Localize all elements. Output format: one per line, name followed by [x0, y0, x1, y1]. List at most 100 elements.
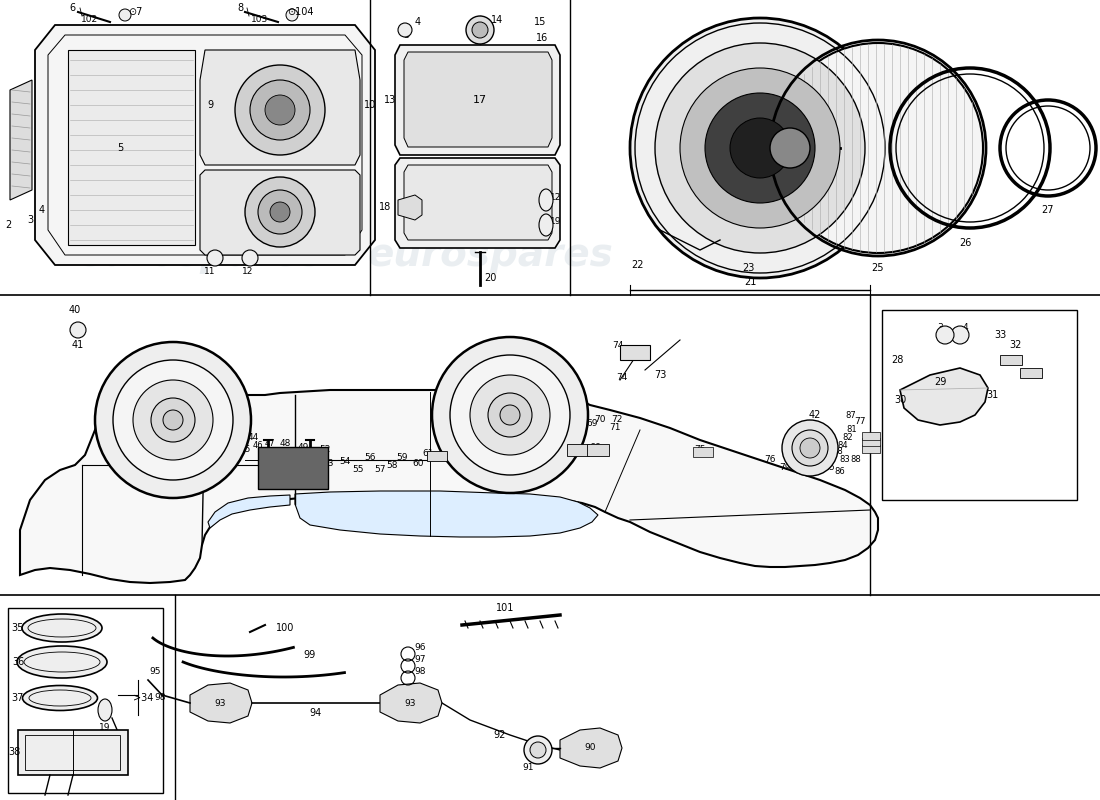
Text: 92: 92: [494, 730, 506, 740]
Text: 101: 101: [496, 603, 514, 613]
Circle shape: [245, 177, 315, 247]
Text: 30: 30: [894, 395, 906, 405]
Text: 56: 56: [364, 453, 376, 462]
Text: 45: 45: [240, 446, 251, 454]
Polygon shape: [379, 683, 442, 723]
Bar: [25, 735, 120, 770]
Bar: [566, 444, 588, 456]
Text: 53: 53: [322, 459, 333, 469]
Text: 96: 96: [415, 643, 426, 653]
Text: 52: 52: [319, 446, 331, 454]
Text: 84: 84: [838, 441, 848, 450]
Polygon shape: [404, 165, 552, 240]
Polygon shape: [208, 495, 290, 528]
Circle shape: [500, 405, 520, 425]
Polygon shape: [395, 45, 560, 155]
Text: 98: 98: [415, 667, 426, 677]
Polygon shape: [404, 52, 552, 147]
Text: 64: 64: [522, 450, 534, 459]
Polygon shape: [190, 683, 252, 723]
Text: 40: 40: [69, 305, 81, 315]
Text: 3: 3: [937, 323, 943, 333]
Bar: [620, 345, 650, 360]
Text: eurospares: eurospares: [367, 471, 613, 509]
Text: 82: 82: [843, 434, 854, 442]
Text: 49: 49: [297, 442, 309, 451]
Text: 11: 11: [205, 267, 216, 277]
Text: 50: 50: [274, 455, 286, 465]
Text: 71: 71: [609, 423, 620, 433]
Text: 81: 81: [847, 426, 857, 434]
Circle shape: [792, 430, 828, 466]
Text: 60: 60: [412, 458, 424, 467]
Text: 98: 98: [154, 694, 166, 702]
Text: 79: 79: [805, 443, 815, 453]
Text: 33: 33: [994, 330, 1006, 340]
Text: 61: 61: [422, 450, 433, 458]
Text: 25: 25: [871, 263, 884, 273]
Text: 66: 66: [590, 443, 601, 453]
Text: 21: 21: [744, 277, 756, 287]
Circle shape: [782, 420, 838, 476]
Text: ⊙7: ⊙7: [128, 7, 142, 17]
Text: 94: 94: [309, 708, 321, 718]
Bar: [693, 447, 713, 457]
Text: 42: 42: [808, 410, 822, 420]
Text: 28: 28: [891, 355, 903, 365]
Bar: [8, 608, 163, 793]
Circle shape: [95, 342, 251, 498]
Text: 54: 54: [339, 457, 351, 466]
Circle shape: [163, 410, 183, 430]
Text: 26: 26: [959, 238, 971, 248]
Text: 63: 63: [484, 451, 496, 461]
Text: 75: 75: [694, 446, 706, 454]
Text: 35: 35: [12, 623, 24, 633]
Ellipse shape: [22, 686, 98, 710]
Text: 37: 37: [12, 693, 24, 703]
Circle shape: [70, 322, 86, 338]
Text: 44: 44: [248, 433, 258, 442]
Text: eurospares: eurospares: [367, 236, 613, 274]
Text: 97: 97: [415, 655, 426, 665]
Text: 15: 15: [534, 17, 547, 27]
Circle shape: [952, 326, 969, 344]
Text: 77: 77: [855, 418, 866, 426]
Circle shape: [770, 128, 810, 168]
Text: 20: 20: [484, 273, 496, 283]
Text: 27: 27: [1042, 205, 1054, 215]
Text: 93: 93: [405, 698, 416, 707]
Polygon shape: [35, 25, 375, 265]
Text: 69: 69: [586, 419, 597, 429]
Text: 59: 59: [396, 454, 408, 462]
Text: >34: >34: [133, 693, 153, 703]
Circle shape: [630, 18, 890, 278]
Circle shape: [773, 43, 983, 253]
Text: 102: 102: [81, 15, 99, 25]
Bar: [427, 451, 447, 461]
Text: 3: 3: [403, 30, 409, 40]
Text: 72: 72: [612, 415, 623, 425]
Text: 36: 36: [12, 657, 24, 667]
Text: 65: 65: [570, 443, 581, 453]
Circle shape: [235, 65, 324, 155]
Text: 41: 41: [128, 382, 139, 391]
Text: 3: 3: [26, 215, 33, 225]
Ellipse shape: [98, 699, 112, 721]
Text: 9: 9: [207, 100, 213, 110]
Text: 12: 12: [550, 193, 562, 202]
Circle shape: [730, 118, 790, 178]
Text: 46: 46: [253, 441, 263, 450]
Ellipse shape: [539, 214, 553, 236]
Text: 31: 31: [986, 390, 998, 400]
Text: 19: 19: [550, 218, 562, 226]
Polygon shape: [98, 380, 245, 455]
Text: 51: 51: [295, 458, 306, 466]
Text: 58: 58: [386, 462, 398, 470]
Text: 39: 39: [114, 730, 125, 739]
Text: 24: 24: [751, 143, 763, 153]
Bar: [587, 444, 609, 456]
Polygon shape: [398, 195, 422, 220]
Bar: [145, 388, 207, 406]
Circle shape: [654, 43, 865, 253]
Circle shape: [488, 393, 532, 437]
